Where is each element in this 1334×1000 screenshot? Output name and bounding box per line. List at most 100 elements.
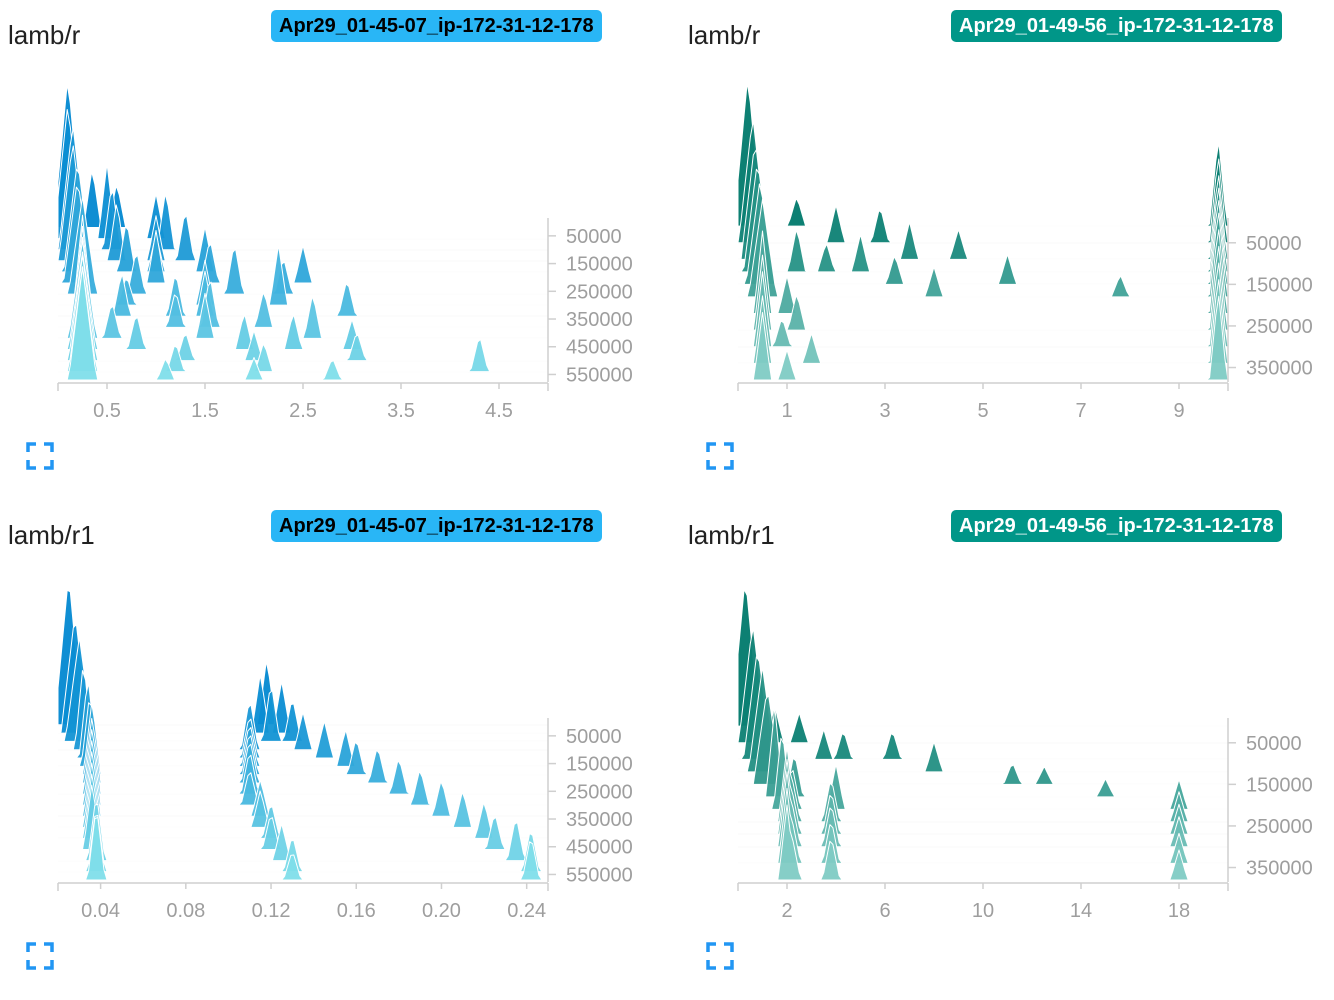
ridgeline-step-180000 [737,198,1229,298]
fullscreen-icon-corner [706,442,716,452]
x-tick-label: 1 [781,400,792,422]
ridgeline-step-380000 [737,295,1229,381]
x-axis: 1 3 5 7 9 [737,382,1229,422]
y-tick-label: 50000 [1246,733,1302,755]
ridgeline-step-340000 [737,279,1229,364]
x-tick-label: 10 [972,900,994,922]
y-tick-label: 450000 [566,837,633,859]
card-title: lamb/r [8,20,81,50]
x-tick-label: 3.5 [387,400,415,422]
y-tick-label: 350000 [1246,858,1313,880]
ridgeline-step-460000 [57,251,549,351]
y-tick-label: 150000 [566,754,633,776]
expand-button[interactable] [26,942,54,970]
x-tick-label: 18 [1168,900,1190,922]
ridgeline-step-50000 [737,120,1229,244]
expand-button[interactable] [26,442,54,470]
fullscreen-icon-corner [44,442,54,452]
ridgeline-step-10000 [57,589,549,726]
y-tick-label: 250000 [1246,316,1313,338]
y-axis: 50000 150000 250000 350000 [1227,218,1313,382]
ridgeline-step-340000 [737,787,1229,864]
fullscreen-icon-corner [706,960,716,970]
ridgeline-series [737,588,1229,881]
fullscreen-icon [706,942,734,970]
fullscreen-icon [706,442,734,470]
x-axis: 2 6 10 14 18 [737,882,1229,922]
run-badge: Apr29_01-45-07_ip-172-31-12-178 [271,10,602,42]
y-tick-label: 250000 [1246,816,1313,838]
ridgeline-series [737,82,1229,381]
y-tick-label: 150000 [1246,274,1313,296]
x-axis: 0.04 0.08 0.12 0.16 0.20 0.24 [57,882,549,922]
expand-button[interactable] [706,442,734,470]
histogram-card-3: lamb/r1 Apr29_01-45-07_ip-172-31-12-178 … [0,500,640,990]
ridgeline-step-570000 [57,267,549,381]
fullscreen-icon-corner [706,460,716,470]
y-tick-label: 250000 [566,781,633,803]
y-tick-label: 50000 [566,226,622,248]
fullscreen-icon-corner [26,960,36,970]
x-tick-label: 0.5 [93,400,121,422]
y-tick-label: 550000 [566,864,633,886]
histogram-chart: 2 6 10 14 18 50000 150000 250000 350000 [737,588,1313,922]
x-tick-label: 0.24 [507,900,546,922]
ridgeline-step-420000 [57,773,549,839]
fullscreen-icon-corner [44,942,54,952]
y-tick-label: 350000 [566,309,633,331]
ridgeline-step-260000 [57,196,549,295]
ridgeline-step-10000 [737,588,1229,727]
ridgeline-step-140000 [57,145,549,262]
ridgeline-step-60000 [57,109,549,240]
ridgeline-step-340000 [57,751,549,817]
histogram-chart: 0.04 0.08 0.12 0.16 0.20 0.24 50000 150000 25000… [57,589,633,922]
histogram-card-4: lamb/r1 Apr29_01-49-56_ip-172-31-12-178 … [680,500,1320,990]
ridgeline-step-150000 [737,183,1229,285]
x-axis: 0.5 1.5 2.5 3.5 4.5 [57,382,549,422]
ridgeline-step-20000 [57,83,549,229]
fullscreen-icon-corner [706,942,716,952]
ridgeline-step-100000 [57,127,549,251]
ridgeline-step-120000 [737,168,1229,273]
histogram-card-1: lamb/r Apr29_01-45-07_ip-172-31-12-178 0… [0,0,640,490]
y-tick-label: 350000 [566,809,633,831]
x-tick-label: 0.12 [252,900,291,922]
y-tick-label: 150000 [566,254,633,276]
ridgeline-step-540000 [57,266,549,373]
fullscreen-icon-corner [724,960,734,970]
ridgeline-step-500000 [57,803,549,862]
x-tick-label: 5 [977,400,988,422]
x-tick-label: 2.5 [289,400,317,422]
ridgeline-step-150000 [737,694,1229,785]
ridgeline-step-380000 [737,804,1229,881]
fullscreen-icon-corner [724,460,734,470]
ridgeline-step-380000 [57,762,549,828]
ridgeline-step-540000 [57,814,549,873]
ridgeline-step-300000 [57,214,549,306]
ridgeline-step-100000 [57,670,549,751]
fullscreen-icon-corner [724,942,734,952]
y-tick-label: 50000 [566,726,622,748]
y-tick-label: 50000 [1246,233,1302,255]
x-tick-label: 6 [879,900,890,922]
fullscreen-icon-corner [26,942,36,952]
ridgeline-step-180000 [737,706,1229,798]
ridgeline-step-210000 [737,737,1229,810]
y-axis: 50000 150000 250000 350000 [1227,718,1313,882]
y-tick-label: 450000 [566,337,633,359]
x-tick-label: 4.5 [485,400,513,422]
y-tick-label: 150000 [1246,774,1313,796]
histogram-chart: 0.5 1.5 2.5 3.5 4.5 50000 150000 250000 350000 45… [57,83,633,422]
expand-button[interactable] [706,942,734,970]
y-tick-label: 550000 [566,364,633,386]
x-tick-label: 0.20 [422,900,461,922]
ridgeline-step-50000 [737,627,1229,744]
x-tick-label: 0.04 [81,900,120,922]
y-axis: 50000 150000 250000 350000 450000 550000 [547,218,633,386]
ridgeline-step-220000 [737,229,1229,314]
ridgeline-step-10000 [737,82,1229,227]
ridgeline-step-260000 [57,729,549,795]
card-title: lamb/r [688,20,761,50]
ridgeline-step-130000 [57,682,549,759]
ridgeline-step-300000 [57,740,549,806]
